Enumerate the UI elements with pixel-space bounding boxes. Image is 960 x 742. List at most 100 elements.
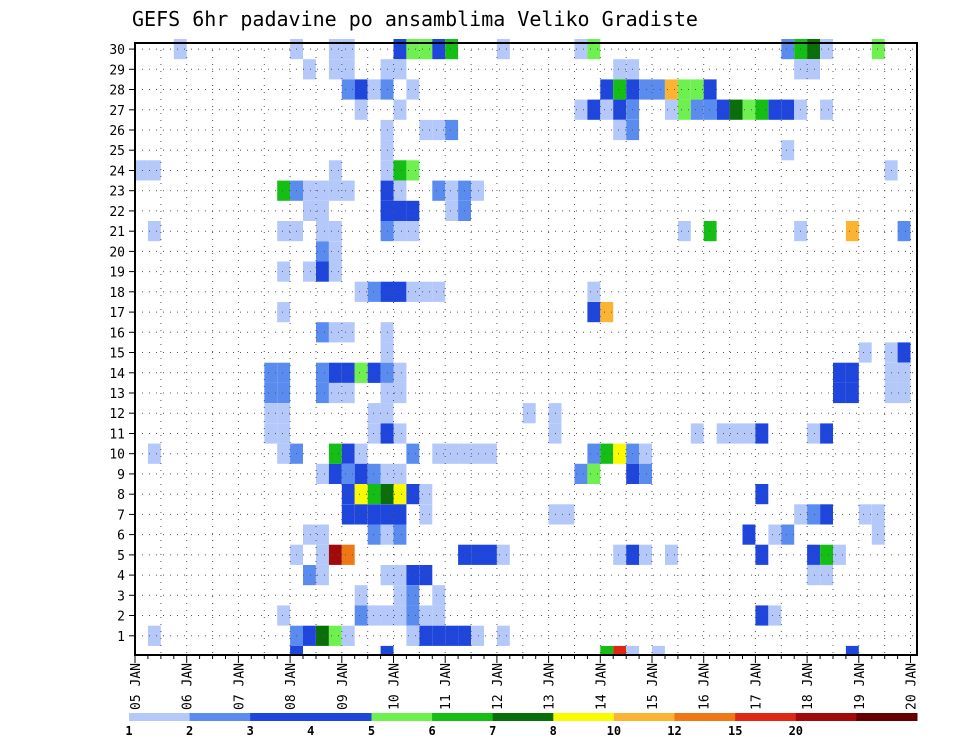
heatmap-cell [445,625,459,646]
heatmap-cell [277,180,291,201]
heatmap-cell [897,382,911,404]
x-tick-label: 12 JAN [491,663,506,710]
heatmap-cell [406,221,420,242]
heatmap-cell [367,504,381,525]
heatmap-cell [471,544,484,565]
heatmap-cell [613,59,627,80]
heatmap-cell [833,362,846,383]
x-axis: 05 JAN 06 JAN 07 JAN 08 JAN 09 JAN 10 JAN 11 J… [129,655,920,710]
y-tick-label: 17 [109,306,125,321]
x-tick-label: 07 JAN [232,663,247,710]
heatmap-cell [354,504,368,525]
heatmap-cell [393,585,407,606]
legend-swatch [371,713,433,721]
heatmap-cell [277,362,291,383]
heatmap-cell [406,79,420,100]
legend-label: 12 [667,724,681,738]
heatmap-cell [406,200,420,221]
heatmap-cell [432,39,446,60]
heatmap-cell [277,443,291,464]
heatmap-cell [316,565,329,586]
heatmap-cell [807,59,820,80]
heatmap-cell [393,605,407,626]
heatmap-cell [354,79,368,100]
heatmap-cell [613,443,627,464]
x-tick-label: 05 JAN [129,663,144,710]
y-tick-label: 1 [117,630,125,645]
heatmap-cell [833,544,846,565]
heatmap-cell [820,423,833,444]
heatmap-cell [677,99,691,120]
legend-swatch [735,713,797,721]
heatmap-cell [341,463,355,484]
y-tick-label: 24 [109,165,125,180]
legend-label: 5 [368,724,375,738]
heatmap-cell [341,544,355,565]
x-tick-label: 06 JAN [181,663,196,710]
heatmap-cell [613,99,627,120]
heatmap-cell [496,625,510,646]
heatmap-cell [820,39,833,60]
heatmap-cell [419,504,433,525]
heatmap-cell [341,322,355,343]
y-tick-label: 7 [117,508,125,523]
heatmap-cell [328,443,342,464]
heatmap-cell [264,382,278,404]
heatmap-cell [755,484,769,505]
heatmap-cell [277,403,291,424]
legend-swatch [795,713,857,721]
legend-label: 2 [186,724,193,738]
heatmap-cell [341,39,355,60]
legend-label: 4 [307,724,314,738]
legend-label: 1 [125,724,132,738]
y-tick-label: 16 [109,326,125,341]
heatmap-cell [755,544,769,565]
heatmap-cell [703,221,717,242]
heatmap-cell [277,423,291,444]
heatmap-cell [781,39,795,60]
heatmap-cell [367,605,381,626]
heatmap-cell [587,281,601,302]
x-tick-label: 19 JAN [853,663,868,710]
heatmap-cell [406,484,420,505]
heatmap-cell [690,423,704,444]
heatmap-cell [432,180,446,201]
heatmap-cell [354,281,368,302]
heatmap-cell [871,524,885,545]
y-tick-label: 5 [117,549,125,564]
heatmap-cell [328,322,342,343]
heatmap-cell [768,605,782,626]
heatmap-cell [755,605,769,626]
heatmap-cell [341,382,355,404]
heatmap-cell [445,119,459,141]
heatmap-cell [277,605,291,626]
heatmap-cell [341,484,355,505]
heatmap-cell [328,362,342,383]
x-tick-label: 15 JAN [646,663,661,710]
heatmap-cell [600,645,614,655]
heatmap-cell [316,463,329,484]
heatmap-cell [316,382,329,404]
heatmap-cell [561,504,575,525]
x-tick-label: 11 JAN [439,663,454,710]
legend-label: 7 [489,724,496,738]
y-tick-label: 15 [109,347,125,362]
plot-frame [134,42,918,656]
y-tick-label: 27 [109,104,125,119]
heatmap-cell [367,524,381,545]
heatmap-cell [820,565,833,586]
heatmap-cell [393,39,407,60]
heatmap-cell [328,160,342,181]
heatmap-cell [871,39,885,60]
heatmap-cell [393,221,407,242]
heatmap-cell [173,39,187,60]
heatmap-cell [277,382,291,404]
heatmap-cell [432,281,446,302]
heatmap-cell [316,180,329,201]
y-tick-label: 2 [117,610,125,625]
heatmap-cell [406,281,420,302]
legend-label: 3 [247,724,254,738]
heatmap-cell [354,463,368,484]
heatmap-cell [393,504,407,525]
legend-swatch [129,713,191,721]
